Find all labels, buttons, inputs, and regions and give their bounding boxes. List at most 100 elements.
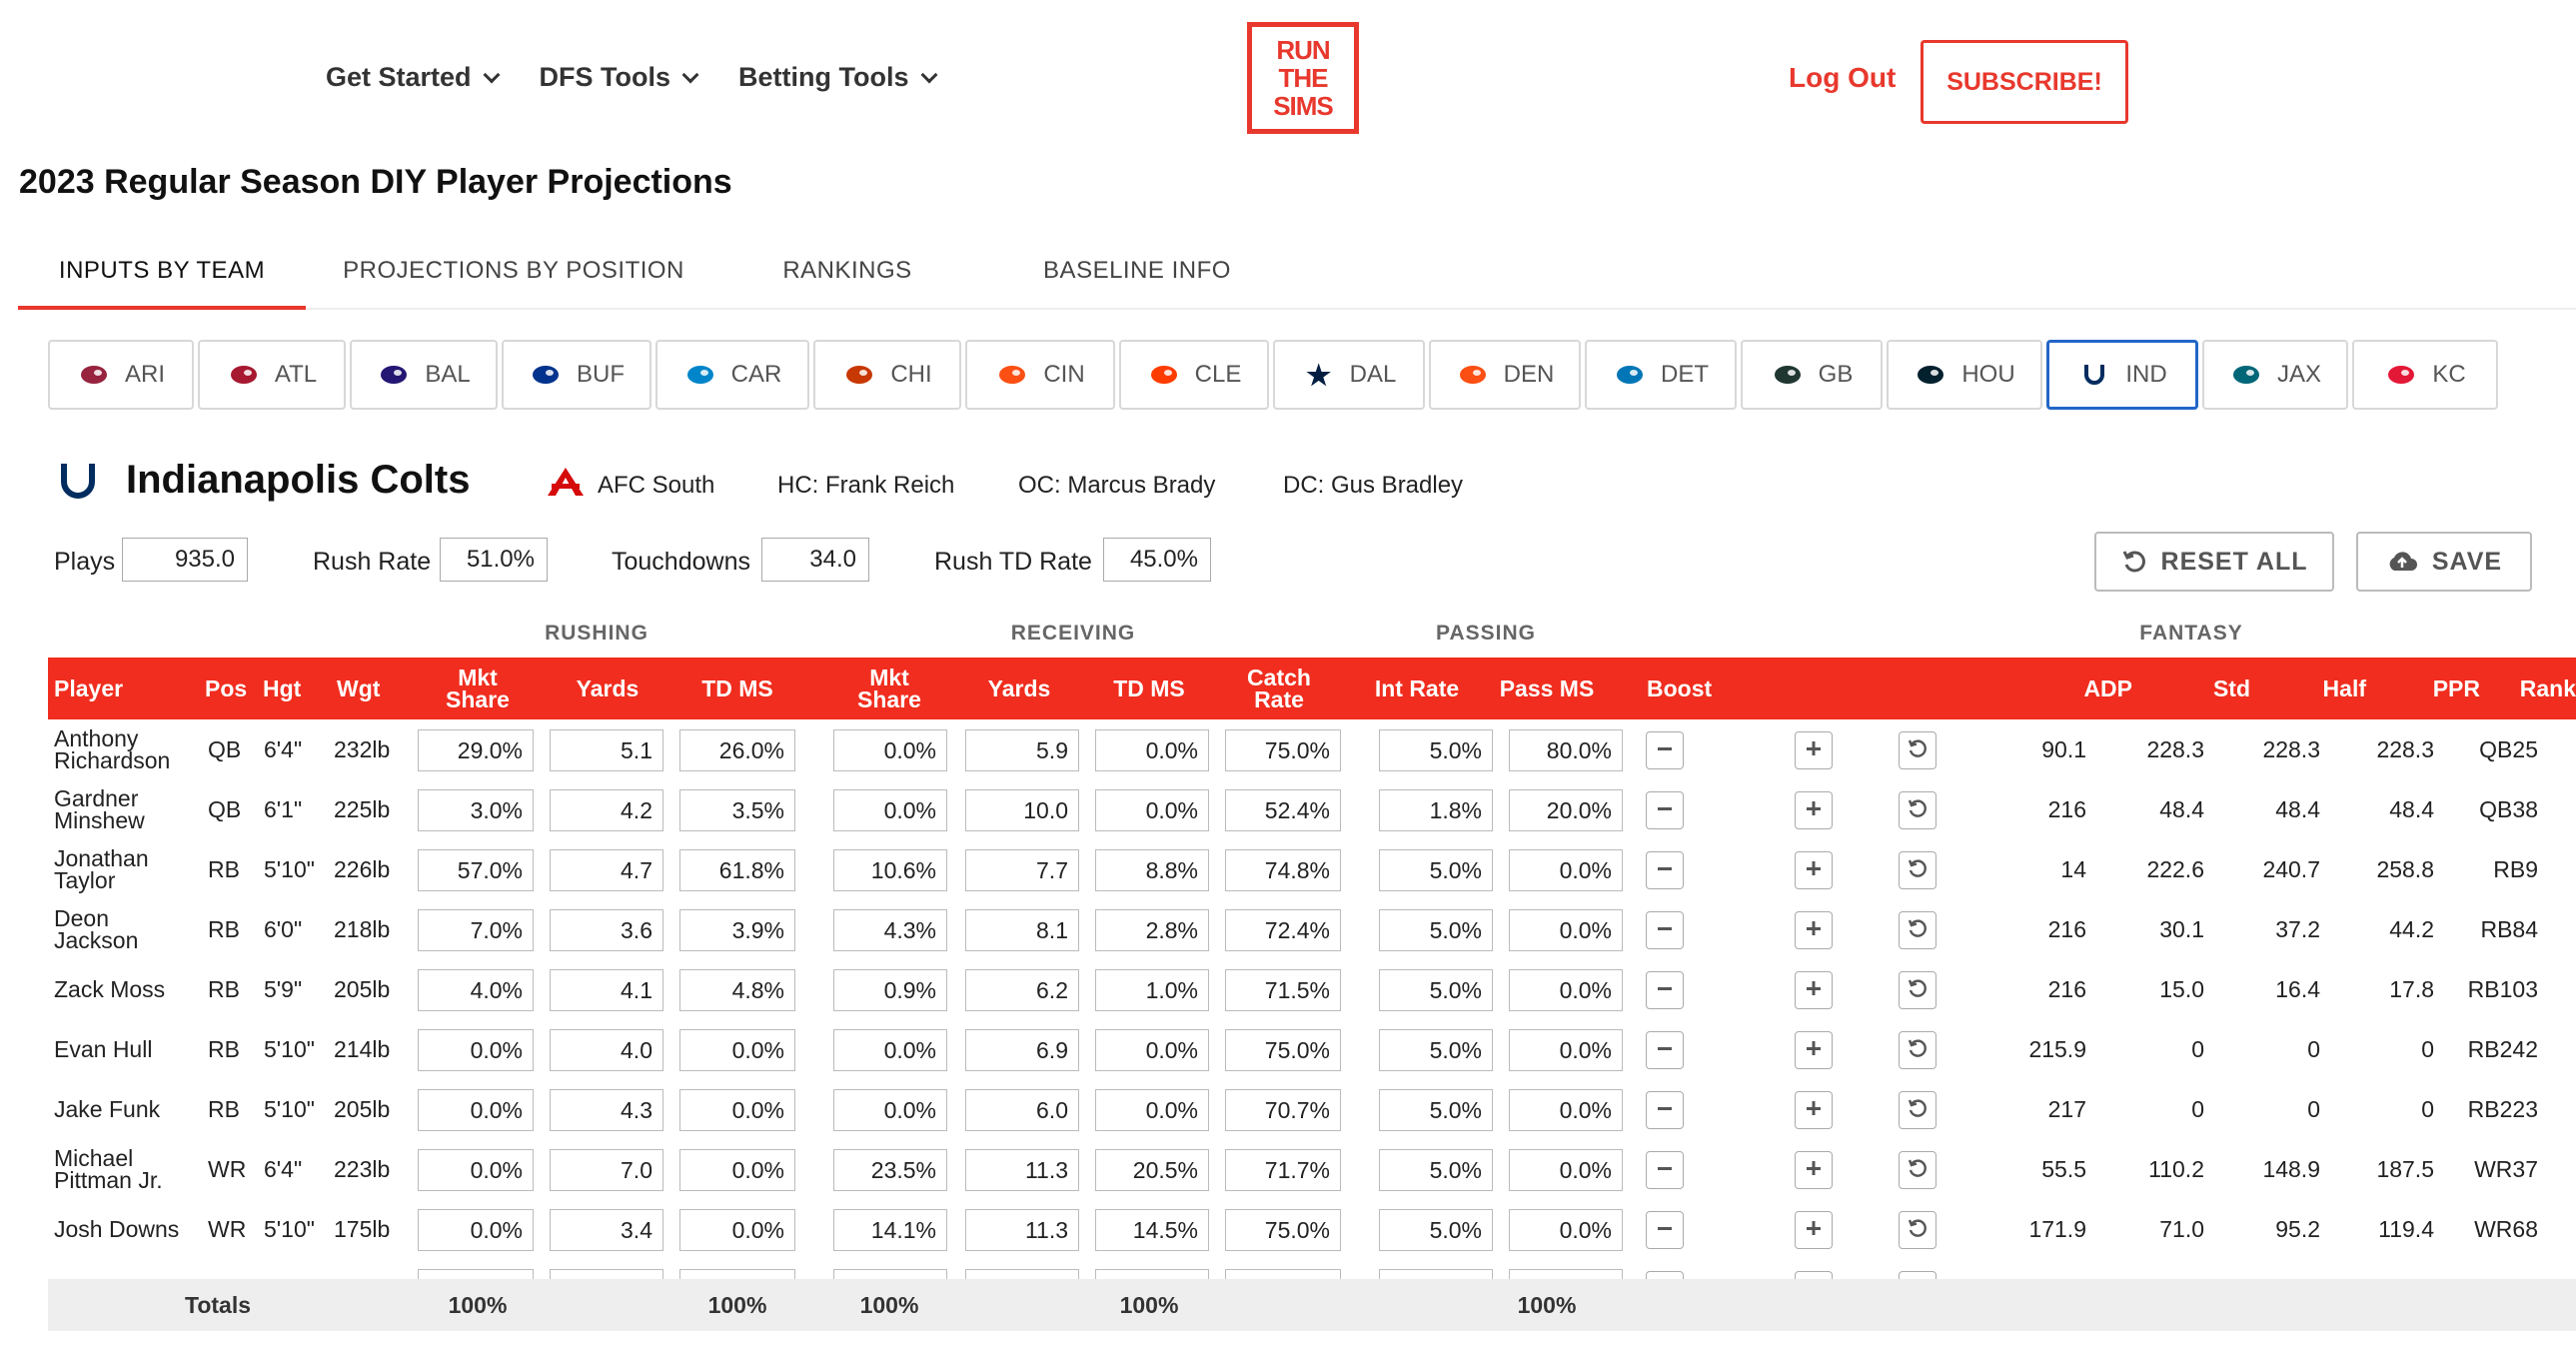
col-rush-mkt-share[interactable]: Mkt Share	[418, 658, 538, 719]
input-rush-td[interactable]: 61.8%	[679, 849, 795, 891]
reset-row-button[interactable]	[1899, 1271, 1936, 1279]
input-int[interactable]: 5.0%	[1379, 1029, 1493, 1071]
col-hgt[interactable]: Hgt	[263, 675, 302, 701]
player-name[interactable]: Josh Downs	[54, 1199, 204, 1259]
input-pass[interactable]: 0.0%	[1509, 1269, 1623, 1279]
input-rush-mkt[interactable]: 0.0%	[418, 1149, 534, 1191]
input-rush-yds[interactable]: 7.0	[550, 1269, 663, 1279]
input-rec-mkt[interactable]: 0.0%	[833, 729, 947, 771]
reset-all-button[interactable]: RESET ALL	[2094, 532, 2334, 592]
input-rec-mkt[interactable]: 14.1%	[833, 1209, 947, 1251]
tab-projections-by-position[interactable]: PROJECTIONS BY POSITION	[343, 257, 684, 284]
input-int[interactable]: 5.0%	[1379, 1269, 1493, 1279]
boost-decrease-button[interactable]	[1646, 1151, 1684, 1189]
col-boost[interactable]: Boost	[1647, 675, 1713, 701]
team-button-hou[interactable]: HOU	[1887, 340, 2042, 410]
team-button-gb[interactable]: GB	[1741, 340, 1883, 410]
team-button-den[interactable]: DEN	[1429, 340, 1581, 410]
boost-increase-button[interactable]	[1795, 731, 1833, 769]
touchdowns-input[interactable]: 34.0	[761, 538, 869, 582]
input-int[interactable]: 5.0%	[1379, 1149, 1493, 1191]
team-button-bal[interactable]: BAL	[350, 340, 498, 410]
subscribe-button[interactable]: SUBSCRIBE!	[1921, 40, 2128, 124]
reset-row-button[interactable]	[1899, 851, 1936, 889]
reset-row-button[interactable]	[1899, 791, 1936, 829]
boost-increase-button[interactable]	[1795, 971, 1833, 1009]
input-rec-mkt[interactable]: 0.0%	[833, 789, 947, 831]
team-button-cin[interactable]: CIN	[965, 340, 1115, 410]
input-rush-td[interactable]: 26.0%	[679, 729, 795, 771]
input-catch[interactable]: 75.0%	[1225, 729, 1341, 771]
reset-row-button[interactable]	[1899, 1031, 1936, 1069]
boost-decrease-button[interactable]	[1646, 1271, 1684, 1279]
input-rush-yds[interactable]: 4.1	[550, 969, 663, 1011]
input-int[interactable]: 5.0%	[1379, 969, 1493, 1011]
col-rec-yards[interactable]: Yards	[987, 675, 1051, 701]
input-rush-td[interactable]: 0.0%	[679, 1029, 795, 1071]
boost-decrease-button[interactable]	[1646, 791, 1684, 829]
player-name[interactable]: Evan Hull	[54, 1019, 204, 1079]
reset-row-button[interactable]	[1899, 971, 1936, 1009]
input-rush-mkt[interactable]: 4.0%	[418, 969, 534, 1011]
input-rush-td[interactable]: 0.0%	[679, 1269, 795, 1279]
input-rec-mkt[interactable]: 10.6%	[833, 849, 947, 891]
input-int[interactable]: 1.8%	[1379, 789, 1493, 831]
team-button-ari[interactable]: ARI	[48, 340, 194, 410]
input-rec-td[interactable]: 12.1%	[1095, 1269, 1209, 1279]
input-rec-td[interactable]: 0.0%	[1095, 789, 1209, 831]
input-catch[interactable]: 52.4%	[1225, 789, 1341, 831]
input-catch[interactable]: 74.8%	[1225, 849, 1341, 891]
input-rec-td[interactable]: 0.0%	[1095, 729, 1209, 771]
input-catch[interactable]: 54.4%	[1225, 1269, 1341, 1279]
team-button-det[interactable]: DET	[1585, 340, 1737, 410]
input-rec-mkt[interactable]: 4.3%	[833, 909, 947, 951]
col-int-rate[interactable]: Int Rate	[1374, 675, 1460, 701]
input-rush-td[interactable]: 4.8%	[679, 969, 795, 1011]
input-rush-mkt[interactable]: 7.0%	[418, 909, 534, 951]
col-rec-mkt-share[interactable]: Mkt Share	[829, 658, 949, 719]
input-rush-mkt[interactable]: 0.0%	[418, 1209, 534, 1251]
team-button-car[interactable]: CAR	[655, 340, 809, 410]
input-int[interactable]: 5.0%	[1379, 1209, 1493, 1251]
input-rush-yds[interactable]: 7.0	[550, 1149, 663, 1191]
input-rush-yds[interactable]: 4.7	[550, 849, 663, 891]
input-pass[interactable]: 0.0%	[1509, 1029, 1623, 1071]
reset-row-button[interactable]	[1899, 911, 1936, 949]
input-rush-yds[interactable]: 4.3	[550, 1089, 663, 1131]
input-rush-mkt[interactable]: 0.0%	[418, 1269, 534, 1279]
input-rec-td[interactable]: 0.0%	[1095, 1029, 1209, 1071]
col-adp[interactable]: ADP	[2083, 675, 2132, 701]
nav-betting-tools[interactable]: Betting Tools	[738, 62, 938, 93]
col-catch-rate[interactable]: Catch Rate	[1219, 658, 1339, 719]
save-button[interactable]: SAVE	[2356, 532, 2532, 592]
team-button-kc[interactable]: KC	[2352, 340, 2498, 410]
input-rush-mkt[interactable]: 57.0%	[418, 849, 534, 891]
boost-decrease-button[interactable]	[1646, 731, 1684, 769]
player-name[interactable]: Zack Moss	[54, 959, 204, 1019]
col-pos[interactable]: Pos	[205, 675, 248, 701]
input-rec-td[interactable]: 8.8%	[1095, 849, 1209, 891]
boost-increase-button[interactable]	[1795, 851, 1833, 889]
reset-row-button[interactable]	[1899, 1091, 1936, 1129]
input-rush-yds[interactable]: 4.2	[550, 789, 663, 831]
input-rec-td[interactable]: 0.0%	[1095, 1089, 1209, 1131]
col-pass-ms[interactable]: Pass MS	[1499, 675, 1595, 701]
boost-increase-button[interactable]	[1795, 1091, 1833, 1129]
team-button-atl[interactable]: ATL	[198, 340, 346, 410]
nav-get-started[interactable]: Get Started	[326, 62, 501, 93]
input-rec-mkt[interactable]: 0.9%	[833, 969, 947, 1011]
boost-decrease-button[interactable]	[1646, 971, 1684, 1009]
input-pass[interactable]: 20.0%	[1509, 789, 1623, 831]
rush-rate-input[interactable]: 51.0%	[440, 538, 548, 582]
boost-decrease-button[interactable]	[1646, 851, 1684, 889]
input-rec-yds[interactable]: 11.3	[965, 1209, 1079, 1251]
input-rec-mkt[interactable]: 23.5%	[833, 1149, 947, 1191]
reset-row-button[interactable]	[1899, 1211, 1936, 1249]
player-name[interactable]: Gardner Minshew	[54, 779, 204, 839]
player-name[interactable]: Jake Funk	[54, 1079, 204, 1139]
input-int[interactable]: 5.0%	[1379, 1089, 1493, 1131]
input-catch[interactable]: 71.5%	[1225, 969, 1341, 1011]
input-rush-td[interactable]: 0.0%	[679, 1149, 795, 1191]
input-rush-mkt[interactable]: 0.0%	[418, 1029, 534, 1071]
input-rec-yds[interactable]: 10.0	[965, 789, 1079, 831]
